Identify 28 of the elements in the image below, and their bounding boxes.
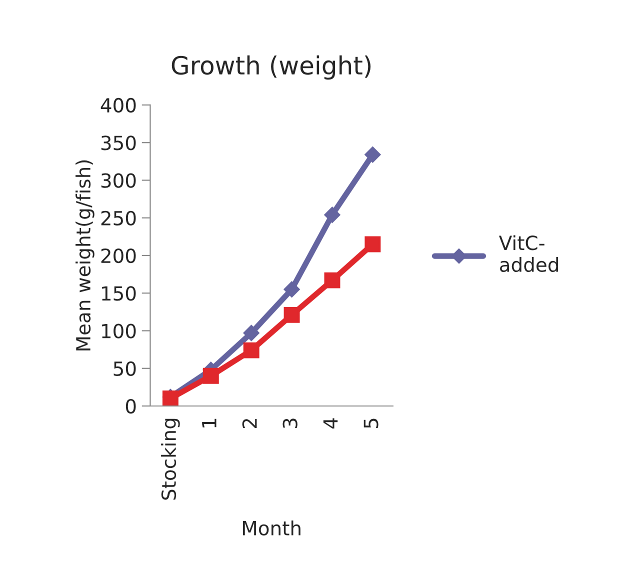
- point: [364, 146, 381, 163]
- y-tick-label: 350: [101, 136, 136, 150]
- x-tick-label: 1: [202, 418, 216, 428]
- x-tick-label: 2: [242, 419, 257, 428]
- x-tick-label: Stocking: [161, 418, 180, 500]
- point: [364, 236, 381, 252]
- point: [284, 306, 300, 323]
- x-axis-title: Month: [243, 520, 300, 536]
- y-tick-label: 0: [126, 398, 136, 414]
- point: [243, 325, 260, 341]
- y-tick-label: 50: [114, 361, 136, 376]
- x-tick-label: 4: [323, 418, 338, 429]
- point: [202, 368, 219, 384]
- point: [243, 342, 260, 358]
- x-tick-label: 5: [364, 418, 378, 428]
- point: [284, 281, 300, 298]
- y-tick-label: 250: [101, 210, 136, 226]
- y-axis-title: Mean weight(g/fish): [76, 160, 94, 350]
- legend-label: VitC-added: [498, 235, 558, 272]
- point: [324, 206, 340, 223]
- y-tick-label: 400: [100, 98, 136, 113]
- y-tick-label: 300: [101, 173, 136, 188]
- x-tick-label: 3: [282, 418, 298, 428]
- chart-title: Growth (weight): [172, 55, 371, 80]
- y-tick-label: 200: [101, 248, 136, 264]
- y-tick-label: 100: [102, 324, 136, 338]
- point: [324, 272, 340, 288]
- y-tick-label: 150: [102, 286, 136, 301]
